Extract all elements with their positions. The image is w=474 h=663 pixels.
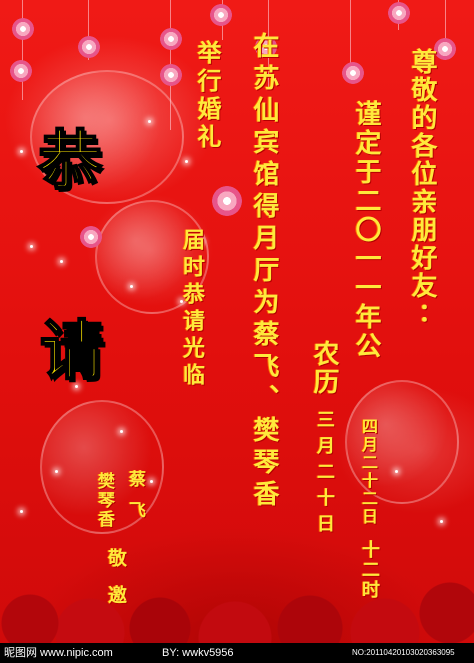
date-intro-column: 谨定于二〇一一年公 (351, 100, 381, 361)
flower-icon (12, 18, 34, 40)
sparkle (200, 240, 203, 243)
sparkle (20, 150, 23, 153)
bubble-large (30, 70, 184, 204)
host-1-column: 蔡飞 (125, 470, 145, 532)
gregorian-date-column: 四月二十二日 (359, 418, 378, 526)
flower-icon (434, 38, 456, 60)
footer-site: 昵图网 www.nipic.com (4, 647, 113, 659)
lunar-date-column: 三月二十日 (314, 410, 335, 540)
sparkle (148, 120, 151, 123)
hanging-strand (22, 0, 23, 100)
footer-id: NO:20110420103020363095 (352, 648, 455, 657)
hanging-strand (445, 0, 446, 60)
roses-border (0, 503, 474, 643)
request-column: 届时恭请光临 (179, 228, 205, 390)
flower-icon (212, 186, 242, 216)
flower-icon (78, 36, 100, 58)
flower-icon (10, 60, 32, 82)
flower-icon (160, 64, 182, 86)
flower-icon (210, 4, 232, 26)
host-2-column: 樊琴香 (94, 472, 114, 529)
invite-column: 敬邀 (105, 548, 127, 622)
sparkle (180, 300, 183, 303)
flower-icon (342, 62, 364, 84)
sparkle (60, 260, 63, 263)
flower-icon (160, 28, 182, 50)
flower-icon (80, 226, 102, 248)
sparkle (30, 245, 33, 248)
sparkle (185, 160, 188, 163)
flower-icon (388, 2, 410, 24)
watermark-footer: 昵图网 www.nipic.com BY: wwkv5956 NO:201104… (0, 643, 474, 663)
sparkle (55, 470, 58, 473)
hanging-strand (350, 0, 351, 80)
sparkle (120, 430, 123, 433)
sparkle (150, 480, 153, 483)
flower-icon (255, 36, 277, 58)
footer-author: BY: wwkv5956 (162, 647, 234, 659)
lunar-label-column: 农历 (309, 340, 339, 396)
event-column: 举行婚礼 (193, 40, 222, 152)
sparkle (75, 385, 78, 388)
big-char-qing: 请 (39, 314, 105, 389)
venue-column: 在苏仙宾馆得月厅为蔡飞、樊琴香 (249, 32, 279, 512)
bubble-right (345, 380, 459, 504)
hanging-strand (88, 0, 89, 60)
greeting-column: 尊敬的各位亲朋好友∶ (407, 48, 437, 328)
big-char-gong: 恭 (37, 124, 103, 199)
sparkle (130, 285, 133, 288)
time-column: 十二时 (359, 540, 380, 600)
bubble-medium (95, 200, 209, 314)
sparkle (395, 470, 398, 473)
